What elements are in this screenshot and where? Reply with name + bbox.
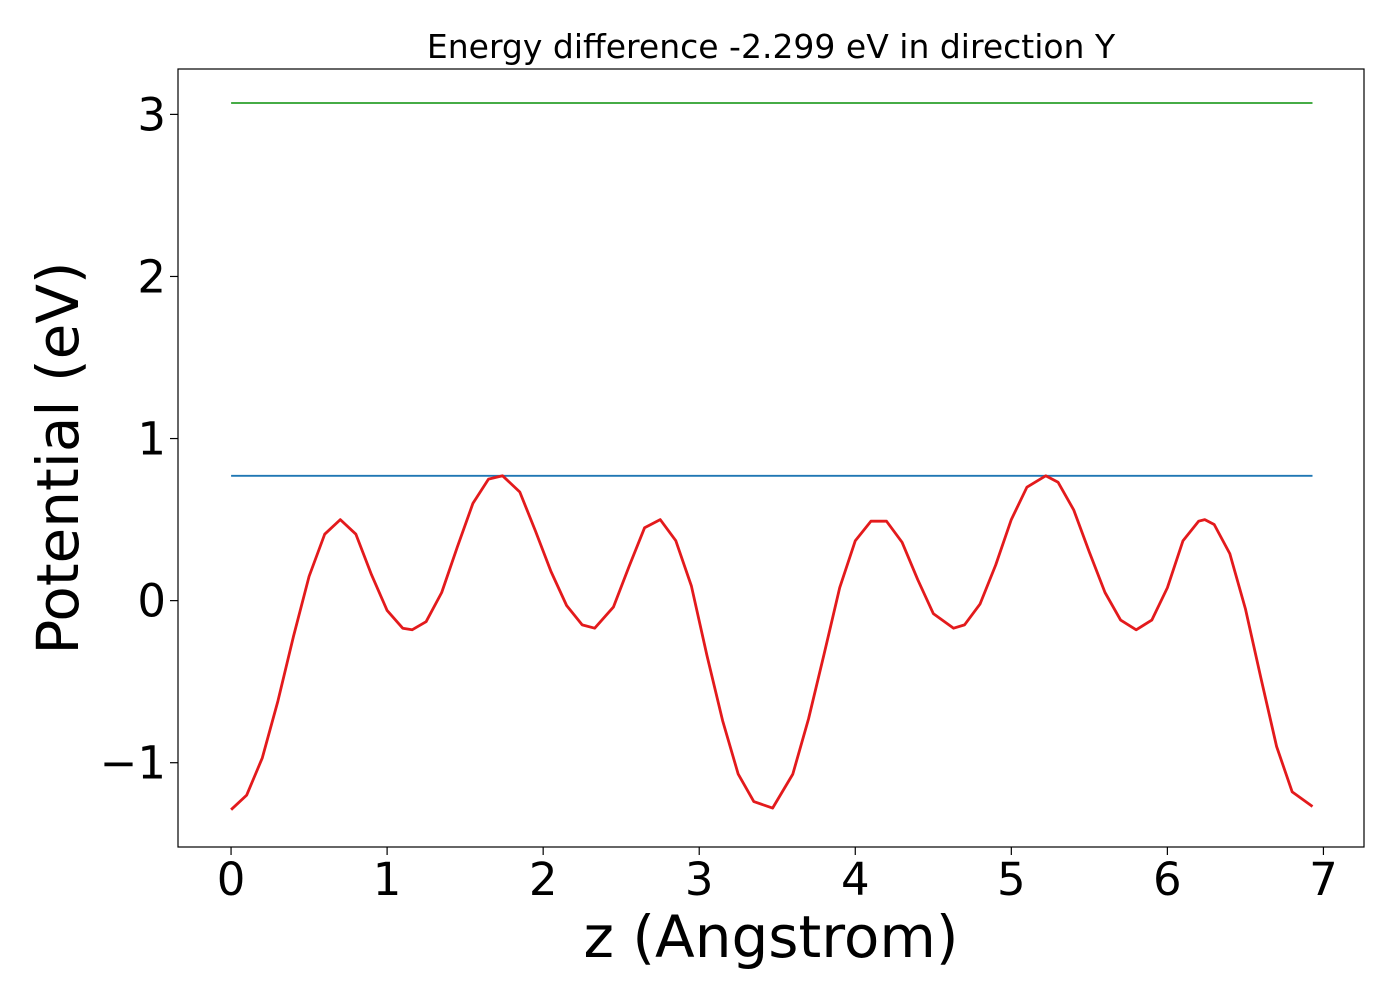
- chart-title: Energy difference -2.299 eV in direction…: [427, 27, 1116, 66]
- x-tick-label: 4: [841, 853, 870, 906]
- axes-frame: [177, 68, 1365, 848]
- x-tick-label: 7: [1309, 853, 1338, 906]
- y-tick-label: −1: [100, 737, 166, 790]
- y-axis-ticks: −1 0 1 2 3: [100, 88, 178, 790]
- y-tick-label: 1: [137, 413, 166, 466]
- x-tick-label: 1: [373, 853, 402, 906]
- plot-area: [230, 102, 1314, 811]
- x-tick-label: 2: [529, 853, 558, 906]
- y-tick-label: 0: [137, 575, 166, 628]
- x-tick-label: 5: [997, 853, 1026, 906]
- y-tick-label: 2: [137, 250, 166, 303]
- x-tick-label: 6: [1153, 853, 1182, 906]
- x-axis-label: z (Angstrom): [584, 903, 959, 971]
- series-line-2: [230, 474, 1314, 811]
- x-tick-label: 3: [685, 853, 714, 906]
- x-tick-label: 0: [217, 853, 246, 906]
- y-tick-label: 3: [137, 88, 166, 141]
- x-axis-ticks: 0 1 2 3 4 5 6 7: [217, 847, 1338, 906]
- y-axis-label: Potential (eV): [24, 261, 92, 654]
